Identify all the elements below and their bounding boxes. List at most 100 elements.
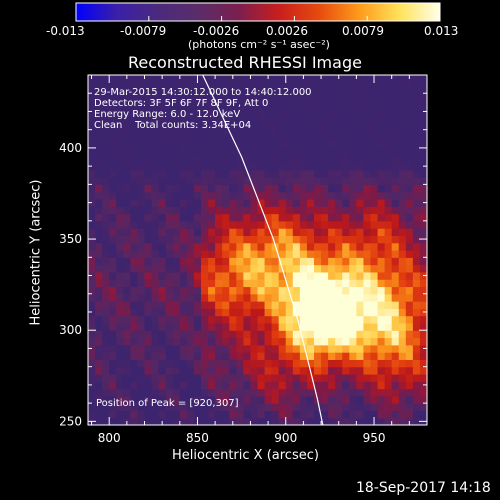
heatmap-cell <box>299 126 308 134</box>
heatmap-cell <box>391 206 400 215</box>
heatmap-cell <box>208 250 216 258</box>
heatmap-cell <box>250 198 259 207</box>
heatmap-cell <box>123 118 131 127</box>
heatmap-cell <box>292 220 301 229</box>
heatmap-cell <box>208 381 216 390</box>
heatmap-cell <box>130 206 139 215</box>
heatmap-cell <box>271 133 280 142</box>
heatmap-cell <box>201 410 209 419</box>
heatmap-cell <box>412 315 421 324</box>
heatmap-cell <box>144 111 153 120</box>
heatmap-cell <box>271 410 280 419</box>
heatmap-cell <box>201 213 209 222</box>
heatmap-cell <box>151 373 160 382</box>
heatmap-cell <box>201 403 209 412</box>
heatmap-cell <box>95 111 103 120</box>
heatmap-cell <box>377 96 386 105</box>
heatmap-cell <box>250 96 259 105</box>
heatmap-cell <box>363 322 372 331</box>
heatmap-cell <box>123 286 131 295</box>
heatmap-cell <box>292 359 301 368</box>
heatmap-cell <box>201 417 209 425</box>
heatmap-cell <box>419 337 427 346</box>
heatmap-cell <box>257 257 266 266</box>
heatmap-cell <box>299 264 308 273</box>
heatmap-cell <box>391 75 400 83</box>
heatmap-cell <box>419 359 427 368</box>
heatmap-cell <box>328 111 336 120</box>
y-tick-label: 400 <box>59 141 82 155</box>
heatmap-cell <box>257 381 266 390</box>
heatmap-cell <box>278 133 287 142</box>
heatmap-cell <box>321 220 329 229</box>
heatmap-cell <box>285 177 294 185</box>
heatmap-cell <box>306 140 315 149</box>
heatmap-cell <box>179 279 188 288</box>
heatmap-cell <box>102 177 110 185</box>
heatmap-cell <box>144 301 153 309</box>
heatmap-cell <box>172 410 181 419</box>
heatmap-cell <box>299 177 308 185</box>
x-tick-label: 850 <box>186 431 209 445</box>
heatmap-cell <box>88 373 96 382</box>
heatmap-cell <box>95 344 103 353</box>
heatmap-cell <box>186 403 195 412</box>
heatmap-cell <box>186 271 195 280</box>
heatmap-cell <box>285 417 294 425</box>
heatmap-cell <box>299 82 308 91</box>
heatmap-cell <box>109 330 117 339</box>
heatmap-cell <box>384 279 393 288</box>
heatmap-cell <box>306 228 315 237</box>
heatmap-cell <box>208 308 216 317</box>
heatmap-cell <box>342 198 350 207</box>
heatmap-cell <box>328 118 336 127</box>
heatmap-cell <box>95 147 103 156</box>
heatmap-cell <box>179 82 188 91</box>
heatmap-cell <box>137 184 146 193</box>
heatmap-cell <box>95 75 103 83</box>
heatmap-cell <box>398 315 407 324</box>
heatmap-cell <box>179 89 188 98</box>
heatmap-cell <box>201 104 209 113</box>
heatmap-cell <box>179 206 188 215</box>
heatmap-cell <box>165 271 174 280</box>
heatmap-cell <box>222 140 230 149</box>
heatmap-cell <box>151 264 160 273</box>
heatmap-cell <box>123 235 131 244</box>
heatmap-cell <box>356 104 365 113</box>
heatmap-cell <box>165 395 174 404</box>
heatmap-cell <box>314 228 322 237</box>
heatmap-cell <box>102 228 110 237</box>
heatmap-cell <box>109 271 117 280</box>
heatmap-cell <box>412 75 421 83</box>
heatmap-cell <box>222 118 230 127</box>
heatmap-cell <box>306 286 315 295</box>
heatmap-cell <box>370 308 379 317</box>
heatmap-cell <box>419 147 427 156</box>
heatmap-cell <box>193 301 202 309</box>
heatmap-cell <box>412 359 421 368</box>
heatmap-cell <box>257 352 266 360</box>
heatmap-cell <box>271 104 280 113</box>
heatmap-cell <box>278 373 287 382</box>
heatmap-cell <box>193 286 202 295</box>
heatmap-cell <box>328 271 336 280</box>
heatmap-cell <box>306 257 315 266</box>
heatmap-cell <box>215 337 223 346</box>
heatmap-cell <box>306 417 315 425</box>
heatmap-cell <box>229 133 237 142</box>
heatmap-cell <box>349 395 357 404</box>
heatmap-cell <box>278 388 287 397</box>
heatmap-cell <box>314 147 322 156</box>
heatmap-cell <box>215 235 223 244</box>
heatmap-cell <box>236 308 244 317</box>
heatmap-cell <box>349 410 357 419</box>
heatmap-cell <box>306 395 315 404</box>
heatmap-cell <box>116 111 124 120</box>
heatmap-cell <box>285 301 294 309</box>
heatmap-cell <box>335 126 343 134</box>
heatmap-cell <box>314 213 322 222</box>
heatmap-cell <box>342 410 350 419</box>
heatmap-cell <box>370 177 379 185</box>
heatmap-cell <box>314 184 322 193</box>
